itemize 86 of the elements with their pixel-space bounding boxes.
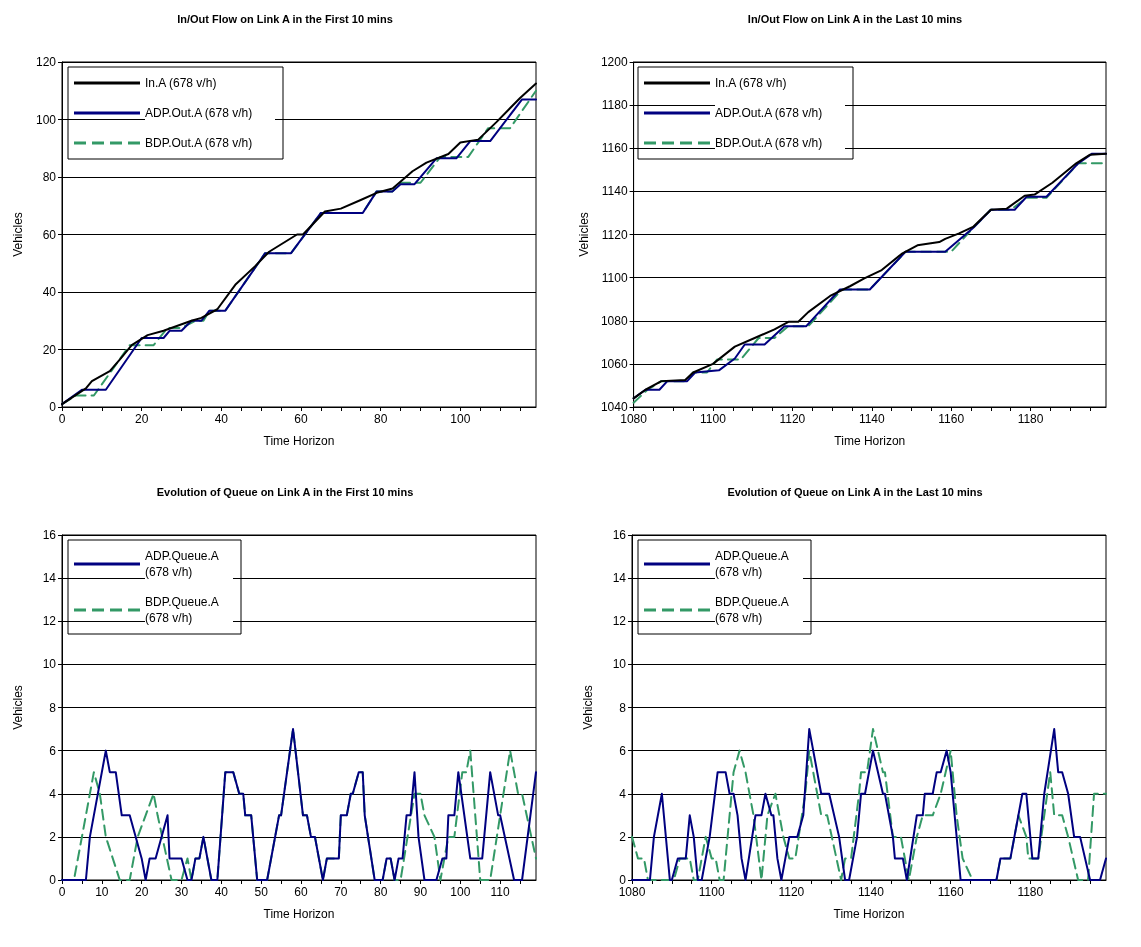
x-axis-title: Time Horizon [263, 434, 335, 448]
y-tick-label: 10 [42, 657, 57, 672]
y-tick-label: 1200 [600, 55, 628, 69]
x-tick-label: 90 [413, 885, 428, 899]
y-tick-label: 1180 [601, 98, 628, 113]
chart-title: In/Out Flow on Link A in the First 10 mins [177, 12, 393, 25]
y-tick-label: 20 [42, 342, 57, 357]
y-tick-label: 16 [612, 528, 627, 542]
x-tick-label: 10 [95, 885, 109, 899]
x-axis-title: Time Horizon [834, 434, 906, 448]
x-tick-label: 110 [490, 885, 511, 899]
y-axis-title: Vehicles [577, 212, 591, 257]
x-tick-label: 40 [214, 412, 229, 426]
x-tick-label: 20 [134, 885, 149, 899]
line-series [631, 728, 1107, 881]
y-tick-label: 1080 [600, 313, 628, 328]
y-tick-label: 14 [612, 571, 627, 586]
x-tick-label: 30 [174, 885, 189, 899]
y-tick-label: 2 [619, 829, 627, 844]
legend-label: BDP.Queue.A (678 v/h) [145, 595, 222, 625]
y-tick-label: 1120 [601, 227, 628, 242]
chart-title: Evolution of Queue on Link A in the Last 10 mins [727, 485, 983, 498]
y-tick-label: 12 [612, 614, 627, 629]
x-tick-label: 70 [334, 885, 348, 899]
x-tick-label: 1120 [779, 412, 806, 426]
y-tick-label: 60 [42, 227, 57, 242]
y-tick-label: 4 [49, 786, 57, 801]
x-tick-label: 0 [58, 885, 66, 899]
y-tick-label: 0 [619, 873, 627, 887]
y-tick-label: 6 [619, 743, 627, 758]
y-tick-label: 100 [35, 112, 57, 127]
legend-label: ADP.Queue.A (678 v/h) [715, 549, 792, 579]
x-tick-label: 40 [214, 885, 229, 899]
chart-title: In/Out Flow on Link A in the Last 10 mins [747, 12, 963, 25]
legend-label: In.A (678 v/h) [715, 76, 787, 90]
y-tick-label: 8 [619, 700, 627, 715]
y-tick-label: 8 [49, 700, 57, 715]
line-series [61, 728, 537, 881]
x-tick-label: 50 [254, 885, 269, 899]
y-tick-label: 0 [49, 400, 57, 414]
y-tick-label: 10 [612, 657, 627, 672]
x-tick-label: 1180 [1017, 885, 1044, 899]
x-tick-label: 1180 [1017, 412, 1044, 426]
x-tick-label: 60 [294, 412, 308, 426]
y-tick-label: 40 [42, 285, 57, 299]
y-tick-label: 6 [49, 743, 57, 758]
legend-label: ADP.Queue.A (678 v/h) [145, 549, 222, 579]
chart-title: Evolution of Queue on Link A in the First 10 mins [156, 485, 414, 498]
y-axis-title: Vehicles [11, 685, 25, 730]
y-axis-title: Vehicles [581, 685, 595, 730]
x-tick-label: 1100 [698, 885, 725, 899]
x-axis-title: Time Horizon [833, 907, 905, 921]
y-tick-label: 1060 [600, 356, 628, 371]
x-tick-label: 1120 [778, 885, 805, 899]
y-tick-label: 12 [42, 614, 57, 629]
x-tick-label: 80 [373, 885, 388, 899]
x-tick-label: 20 [134, 412, 149, 426]
y-tick-label: 1160 [601, 141, 628, 156]
y-tick-label: 1100 [601, 270, 628, 285]
x-axis-title: Time Horizon [263, 907, 335, 921]
x-tick-label: 1160 [937, 885, 964, 899]
x-tick-label: 1140 [858, 885, 885, 899]
legend-label: BDP.Queue.A (678 v/h) [715, 595, 792, 625]
y-tick-label: 120 [35, 55, 57, 69]
y-tick-label: 0 [49, 873, 57, 887]
x-tick-label: 80 [373, 412, 388, 426]
x-tick-label: 100 [450, 885, 471, 899]
y-tick-label: 1040 [600, 400, 628, 414]
x-tick-label: 1100 [700, 412, 727, 426]
y-tick-label: 2 [49, 829, 57, 844]
legend-label: ADP.Out.A (678 v/h) [715, 106, 823, 120]
y-tick-label: 1140 [601, 184, 628, 199]
legend-label: In.A (678 v/h) [145, 76, 217, 90]
x-tick-label: 0 [58, 412, 66, 426]
y-tick-label: 4 [619, 786, 627, 801]
y-tick-label: 16 [42, 528, 57, 542]
y-tick-label: 80 [42, 170, 57, 184]
y-tick-label: 14 [42, 571, 57, 586]
x-tick-label: 1160 [938, 412, 965, 426]
legend-label: BDP.Out.A (678 v/h) [145, 136, 253, 150]
legend-label: ADP.Out.A (678 v/h) [145, 106, 253, 120]
y-axis-title: Vehicles [11, 212, 25, 257]
x-tick-label: 60 [294, 885, 308, 899]
legend-label: BDP.Out.A (678 v/h) [715, 136, 823, 150]
x-tick-label: 1140 [858, 412, 886, 426]
x-tick-label: 100 [450, 412, 471, 426]
